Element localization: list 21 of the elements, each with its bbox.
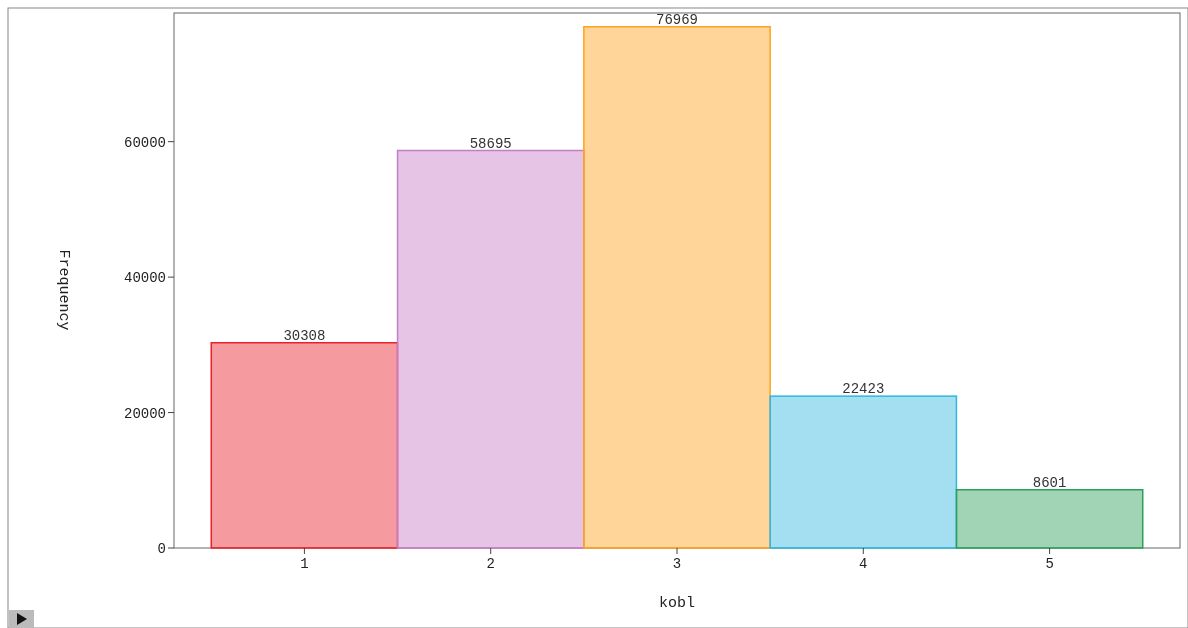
y-tick-label: 0 xyxy=(157,541,166,557)
data-label: 8601 xyxy=(1032,474,1067,491)
x-tick-label: 2 xyxy=(486,556,495,572)
bar xyxy=(396,149,585,549)
x-tick-label: 5 xyxy=(1045,556,1054,572)
y-axis-title: Frequency xyxy=(55,249,72,331)
x-tick-label: 1 xyxy=(300,556,309,572)
bar xyxy=(769,395,958,549)
y-tick-label: 60000 xyxy=(123,134,166,151)
y-tick-label: 40000 xyxy=(123,270,166,287)
x-tick-label: 4 xyxy=(859,556,868,572)
x-axis-title: kobl xyxy=(658,595,696,612)
data-label: 22423 xyxy=(842,381,885,398)
bar xyxy=(583,26,771,549)
y-tick-label: 20000 xyxy=(123,405,166,422)
data-label: 58695 xyxy=(469,135,512,152)
bar xyxy=(955,489,1144,549)
data-label: 30308 xyxy=(283,327,326,344)
data-label: 76969 xyxy=(655,11,699,28)
bar xyxy=(210,342,399,549)
x-tick-label: 3 xyxy=(672,556,682,572)
